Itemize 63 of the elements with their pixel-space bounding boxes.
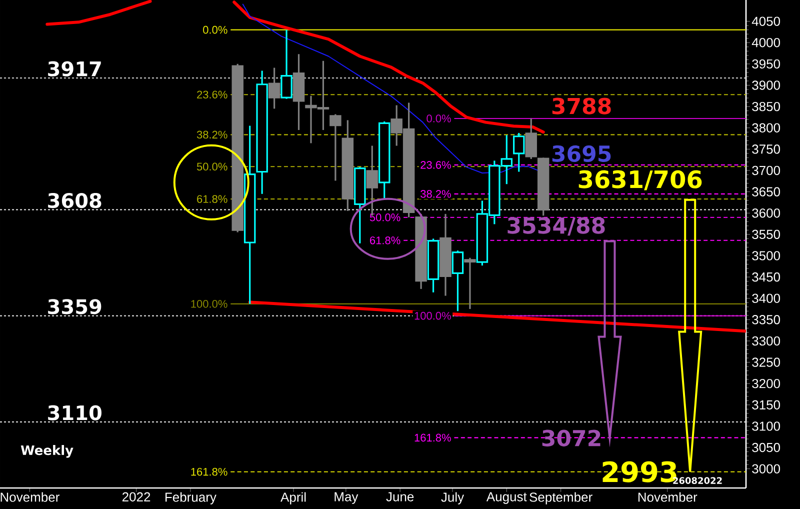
y-tick-label: 3500	[752, 251, 780, 260]
y-tick-label: 3700	[752, 166, 780, 176]
y-tick-label: 4050	[752, 16, 780, 26]
y-tick-label: 3050	[752, 442, 780, 452]
x-tick-label: July	[441, 492, 464, 504]
candlestick	[268, 66, 280, 110]
annotation: Weekly	[20, 445, 74, 458]
x-tick-label: November	[0, 492, 60, 502]
annotation: 0.0%	[426, 114, 451, 122]
y-tick-label: 3100	[752, 422, 780, 431]
y-tick-label: 3300	[752, 336, 780, 346]
candlestick	[280, 29, 292, 100]
ref-line-label: 3917	[48, 61, 101, 76]
candlestick	[464, 257, 476, 310]
annotation: 38.2%	[420, 190, 451, 198]
x-tick-label: April	[280, 492, 306, 504]
x-tick-label: June	[386, 492, 414, 502]
annotation: 161.8%	[191, 468, 228, 476]
line-series	[242, 4, 539, 174]
ref-line-label: 3608	[48, 192, 102, 208]
x-tick-label: November	[638, 492, 698, 502]
y-tick-label: 3650	[752, 187, 780, 196]
y-tick-label: 3200	[752, 378, 780, 388]
annotation: 23.6%	[197, 90, 228, 98]
y-tick-label: 3350	[752, 315, 780, 324]
x-tick-label: August	[486, 492, 527, 504]
annotation: 38.2%	[196, 130, 228, 139]
x-tick-label: May	[334, 492, 358, 504]
annotation: 161.8%	[414, 434, 451, 442]
annotation: 50.0%	[196, 162, 228, 171]
y-tick-label: 3850	[752, 102, 780, 112]
y-tick-label: 3250	[752, 358, 780, 367]
y-tick-label: 3150	[752, 400, 780, 410]
y-tick-label: 3450	[752, 272, 780, 282]
annotation: 50.0%	[370, 213, 400, 222]
x-tick-label: 2022	[122, 492, 150, 502]
annotation: 100.0%	[414, 312, 451, 320]
annotation: 3788	[552, 98, 611, 114]
y-tick-label: 3400	[752, 294, 780, 303]
candlestick	[525, 118, 537, 160]
y-tick-label: 3750	[752, 144, 780, 154]
candlestick	[513, 132, 525, 173]
y-tick-label: 3000	[752, 464, 780, 474]
ref-line-label: 3110	[48, 405, 102, 420]
candlestick	[452, 250, 464, 312]
annotation: 61.8%	[197, 195, 228, 203]
y-tick-label: 3800	[752, 123, 780, 132]
annotation: 3631/706	[578, 170, 702, 190]
y-tick-label: 3900	[752, 80, 780, 90]
ref-line-label: 3359	[48, 299, 102, 314]
annotation: 3534/88	[508, 217, 605, 236]
candlestick	[330, 113, 342, 182]
x-tick-label: September	[530, 492, 592, 504]
annotation: 3695	[552, 145, 611, 162]
annotation: 100.0%	[191, 300, 228, 308]
y-tick-label: 3550	[752, 230, 780, 239]
x-tick-label: February	[165, 492, 216, 504]
y-tick-label: 3600	[752, 208, 780, 218]
annotation: 0.0%	[203, 26, 228, 34]
y-tick-label: 3950	[752, 59, 780, 69]
y-tick-label: 4000	[752, 38, 780, 48]
annotation: 23.6%	[420, 161, 451, 169]
annotation: 61.8%	[370, 236, 400, 244]
